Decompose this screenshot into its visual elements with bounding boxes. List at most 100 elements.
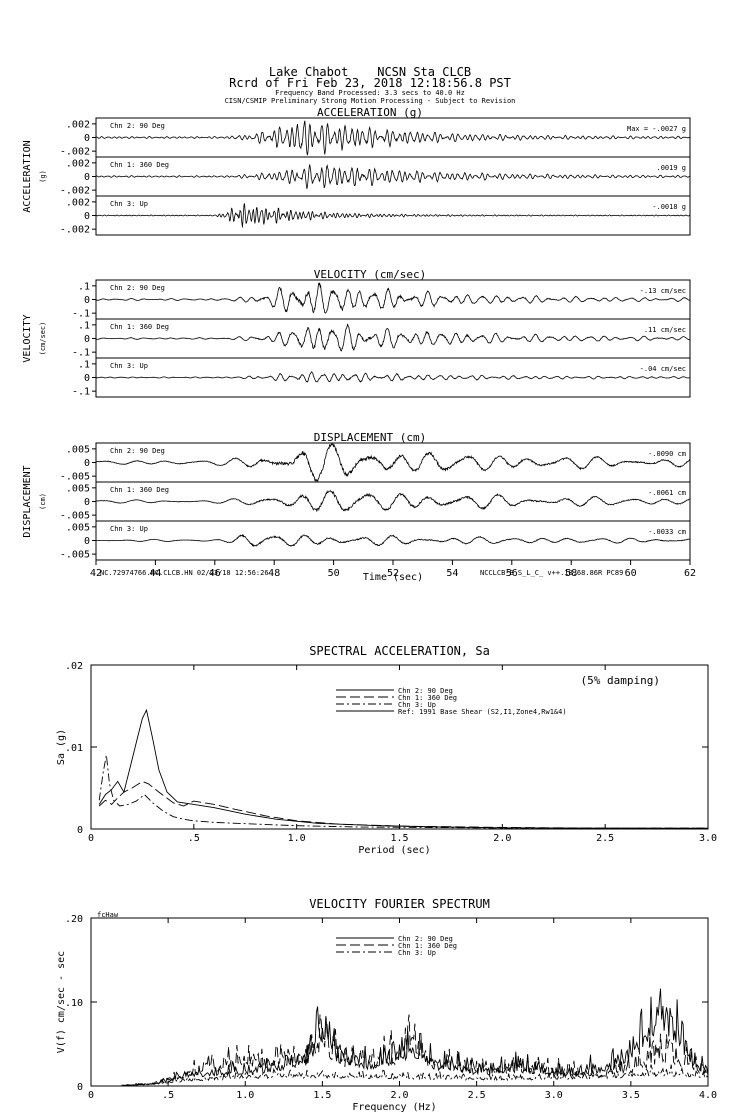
y-tick-label: 0	[84, 295, 90, 306]
channel-label: Chn 3: Up	[110, 525, 148, 533]
report-header: Lake Chabot NCSN Sta CLCB Rcrd of Fri Fe…	[225, 65, 516, 105]
peak-value: -.0018 g	[652, 203, 686, 211]
header-line-4: CISN/CSMIP Preliminary Strong Motion Pro…	[225, 97, 516, 105]
x-tick-label: 44	[149, 568, 161, 579]
y-tick-label: .1	[78, 281, 90, 292]
y-tick-label: .01	[65, 743, 83, 754]
footer-right: NCCLCB-B S_L_C_ v++.18.68.86R PC89	[480, 569, 623, 577]
y-tick-label: .002	[66, 119, 90, 130]
y-tick-label: -.002	[60, 186, 90, 197]
y-axis-unit: (g)	[39, 170, 47, 183]
waveform-trace	[96, 282, 691, 314]
plot-frame	[95, 279, 691, 320]
y-tick-label: 0	[84, 458, 90, 469]
y-axis-unit: (cm/sec)	[39, 322, 47, 356]
channel-label: Chn 3: Up	[110, 362, 148, 370]
y-tick-label: -.005	[60, 550, 90, 561]
y-tick-label: -.002	[60, 225, 90, 236]
spectrum-title: VELOCITY FOURIER SPECTRUM	[309, 897, 490, 911]
peak-value: Max = -.0027 g	[627, 125, 686, 133]
x-tick-label: .5	[188, 833, 200, 844]
waveform-trace	[95, 120, 691, 156]
y-tick-label: .002	[66, 158, 90, 169]
channel-label: Chn 1: 360 Deg	[110, 486, 169, 494]
x-tick-label: 60	[625, 568, 637, 579]
time-series-panels: ACCELERATION (g) ACCELERATION (g) .002 0 -.00…	[22, 106, 696, 583]
channel-trace-row: .002 0 -.002 Chn 3: Up -.0018 g	[60, 195, 691, 236]
channel-label: Chn 2: 90 Deg	[110, 284, 165, 292]
y-tick-label: 0	[84, 334, 90, 345]
peak-value: .11 cm/sec	[644, 326, 686, 334]
channel-trace-row: .1 0 -.1 Chn 2: 90 Deg -.13 cm/sec	[72, 279, 691, 320]
channel-label: Chn 1: 360 Deg	[110, 323, 169, 331]
x-tick-label: 0	[88, 833, 94, 844]
corner-annotation: fcHaw	[97, 911, 119, 919]
y-tick-label: 0	[84, 133, 90, 144]
y-tick-label: -.1	[72, 348, 90, 359]
header-line-2: Rcrd of Fri Feb 23, 2018 12:18:56.8 PST	[229, 76, 511, 90]
panel-title: VELOCITY (cm/sec)	[314, 268, 427, 281]
y-axis-label: ACCELERATION	[22, 140, 33, 212]
channel-label: Chn 1: 360 Deg	[110, 161, 169, 169]
channel-trace-row: .005 0 -.005 Chn 3: Up -.0033 cm	[60, 520, 691, 561]
y-tick-label: -.005	[60, 511, 90, 522]
y-tick-label: 0	[84, 373, 90, 384]
x-tick-label: 1.5	[313, 1090, 331, 1101]
y-tick-label: -.005	[60, 472, 90, 483]
panel-2: DISPLACEMENT (cm) DISPLACEMENT (cm) .005 0 -.…	[22, 431, 696, 583]
x-tick-label: 2.5	[596, 833, 614, 844]
report-footer: NC.72974766.NC.CLCB.HN 02/23/18 12:56:26…	[100, 569, 623, 577]
x-axis-label: Time (sec)	[363, 572, 423, 583]
legend-entry: Chn 3: Up	[398, 949, 436, 957]
x-tick-label: 54	[446, 568, 458, 579]
peak-value: -.0061 cm	[648, 489, 686, 497]
y-axis-label: VELOCITY	[22, 314, 33, 362]
channel-label: Chn 2: 90 Deg	[110, 122, 165, 130]
x-tick-label: 48	[268, 568, 280, 579]
y-tick-label: .02	[65, 661, 83, 672]
channel-label: Chn 3: Up	[110, 200, 148, 208]
x-tick-label: 0	[88, 1090, 94, 1101]
y-tick-label: 0	[77, 1082, 83, 1093]
spectrum-curve	[98, 708, 708, 829]
y-tick-label: -.1	[72, 387, 90, 398]
x-axis-label: Frequency (Hz)	[352, 1102, 436, 1113]
y-tick-label: .005	[66, 522, 90, 533]
waveform-trace	[95, 533, 691, 548]
peak-value: -.0033 cm	[648, 528, 686, 536]
channel-trace-row: .002 0 -.002 Chn 1: 360 Deg .0019 g	[60, 156, 691, 197]
y-axis-label: Sa (g)	[56, 729, 67, 765]
peak-value: -.13 cm/sec	[640, 287, 686, 295]
x-tick-label: 2.0	[493, 833, 511, 844]
y-tick-label: 0	[84, 536, 90, 547]
spectrum-curve	[121, 1064, 709, 1086]
y-axis-label: V(f) cm/sec - sec	[56, 951, 67, 1053]
peak-value: -.0090 cm	[648, 450, 686, 458]
legend-entry: Chn 1: 360 Deg	[398, 694, 457, 702]
x-tick-label: 1.5	[390, 833, 408, 844]
spectrum-title: SPECTRAL ACCELERATION, Sa	[309, 644, 490, 658]
legend-entry: Chn 3: Up	[398, 701, 436, 709]
x-tick-label: .5	[162, 1090, 174, 1101]
x-tick-label: 1.0	[288, 833, 306, 844]
x-axis-label: Period (sec)	[358, 845, 430, 856]
spectrum-panel-0: SPECTRAL ACCELERATION, Sa 0 .5 1.0 1.5 2.0 2.5…	[56, 644, 717, 856]
legend-entry: Chn 2: 90 Deg	[398, 687, 453, 695]
spectrum-panel-1: VELOCITY FOURIER SPECTRUM 0 .5 1.0 1.5 2.0 2.5…	[56, 897, 717, 1113]
y-axis-unit: (cm)	[39, 493, 47, 510]
x-tick-label: 4.0	[699, 1090, 717, 1101]
y-tick-label: 0	[84, 211, 90, 222]
y-tick-label: 0	[77, 825, 83, 836]
channel-trace-row: .1 0 -.1 Chn 3: Up -.04 cm/sec	[72, 357, 691, 398]
spectrum-curve	[98, 755, 708, 829]
y-tick-label: 0	[84, 172, 90, 183]
legend-entry: Chn 2: 90 Deg	[398, 935, 453, 943]
damping-note: (5% damping)	[581, 674, 660, 687]
x-tick-label: 62	[684, 568, 696, 579]
waveform-trace	[95, 323, 691, 352]
waveform-trace	[95, 163, 691, 189]
y-tick-label: .002	[66, 197, 90, 208]
plot-frame	[95, 442, 691, 483]
waveform-trace	[96, 489, 691, 512]
peak-value: -.04 cm/sec	[640, 365, 686, 373]
